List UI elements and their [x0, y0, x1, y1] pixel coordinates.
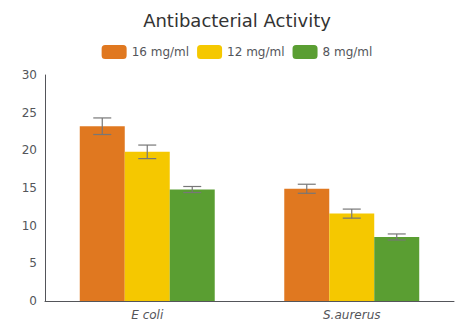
- svg-text:0: 0: [29, 294, 37, 308]
- svg-text:20: 20: [22, 143, 37, 157]
- svg-text:10: 10: [22, 219, 37, 233]
- svg-text:25: 25: [22, 106, 37, 120]
- svg-text:5: 5: [29, 256, 37, 270]
- svg-text:16 mg/ml: 16 mg/ml: [132, 45, 189, 59]
- svg-text:30: 30: [22, 68, 37, 82]
- svg-text:E coli: E coli: [131, 308, 164, 322]
- svg-text:S.aurerus: S.aurerus: [323, 308, 381, 322]
- svg-text:12 mg/ml: 12 mg/ml: [227, 45, 284, 59]
- svg-text:Antibacterial Activity: Antibacterial Activity: [143, 10, 331, 31]
- svg-text:15: 15: [22, 181, 37, 195]
- svg-text:8 mg/ml: 8 mg/ml: [323, 45, 373, 59]
